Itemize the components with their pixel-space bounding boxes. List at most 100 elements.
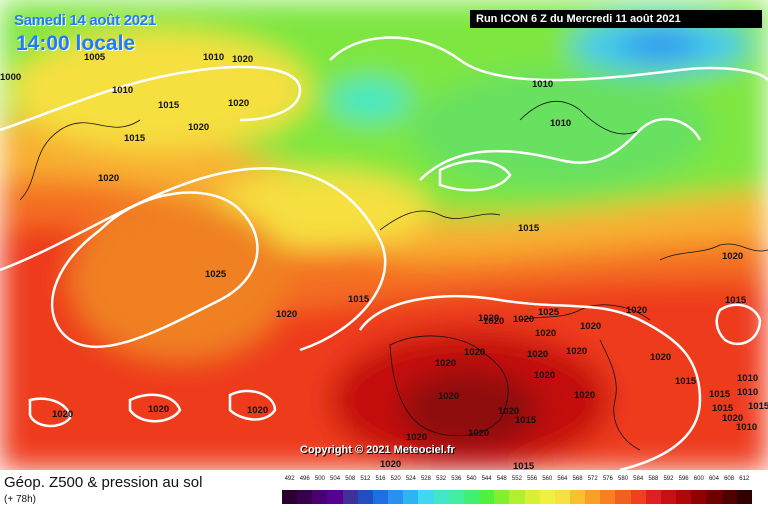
isobar-label: 1010 (112, 85, 133, 96)
isobar-label: 1020 (435, 358, 456, 369)
legend-value: 560 (542, 476, 553, 482)
legend-value: 608 (724, 476, 735, 482)
legend-value: 576 (602, 476, 613, 482)
geopotential-fill (0, 0, 768, 470)
map-caption: Géop. Z500 & pression au sol (4, 474, 203, 491)
legend-swatch (600, 490, 616, 504)
isobar-label: 1020 (722, 251, 743, 262)
isobar-label: 1015 (515, 415, 537, 426)
isobar-label: 1005 (84, 52, 106, 63)
isobar-label: 1020 (380, 459, 401, 470)
legend-swatch (615, 490, 631, 504)
color-legend: 492 496 500 504 508 512 516 520 524 528 532 536 540 5… (282, 476, 752, 504)
legend-value: 504 (330, 476, 341, 482)
forecast-local-time: 14:00 locale (16, 32, 136, 55)
isobar-label: 1020 (228, 98, 249, 109)
legend-swatch (494, 490, 510, 504)
copyright-text: Copyright © 2021 Meteociel.fr (300, 444, 455, 456)
isobar-label: 1020 (52, 409, 73, 420)
legend-value: 520 (390, 476, 401, 482)
isobar-label: 1010 (203, 52, 224, 63)
isobar-label: 1020 (464, 347, 485, 358)
forecast-date: Samedi 14 août 2021 (14, 12, 156, 29)
legend-value: 612 (739, 476, 750, 482)
run-info-banner: Run ICON 6 Z du Mercredi 11 août 2021 (470, 10, 762, 28)
legend-value: 572 (587, 476, 598, 482)
geopotential-map: 1000 1005 1010 1020 1010 1015 1020 1020 … (0, 0, 768, 470)
legend-value: 536 (451, 476, 462, 482)
isobar-label: 1020 (650, 352, 671, 363)
legend-swatch (342, 490, 358, 504)
legend-value: 548 (496, 476, 507, 482)
legend-swatch (539, 490, 555, 504)
legend-swatch (312, 490, 328, 504)
isobar-label: 1015 (124, 133, 146, 144)
isobar-label: 1010 (550, 118, 571, 129)
isobar-label: 1020 (580, 321, 601, 332)
isobar-label: 1020 (478, 313, 499, 324)
isobar-label: 1015 (675, 376, 697, 387)
legend-swatch (418, 490, 434, 504)
isobar-label: 1010 (736, 422, 757, 433)
legend-value: 604 (708, 476, 719, 482)
isobar-label: 1020 (566, 346, 587, 357)
legend-value: 500 (314, 476, 325, 482)
isobar-label: 1020 (527, 349, 548, 360)
legend-swatch (645, 490, 661, 504)
isobar-label: 1020 (722, 413, 743, 424)
legend-value: 568 (572, 476, 583, 482)
isobar-label: 1020 (276, 309, 297, 320)
isobar-label: 1010 (737, 387, 758, 398)
legend-swatch (388, 490, 404, 504)
legend-value: 496 (299, 476, 310, 482)
legend-value: 540 (466, 476, 477, 482)
isobars (0, 36, 768, 470)
isobar-label: 1020 (498, 406, 519, 417)
isobar-label: 1015 (158, 100, 180, 111)
isobar-label: 1015 (348, 294, 370, 305)
legend-value: 592 (663, 476, 674, 482)
isobar-label: 1020 (626, 305, 647, 316)
legend-swatch (479, 490, 495, 504)
legend-swatch (433, 490, 449, 504)
legend-swatch (297, 490, 313, 504)
legend-labels: 492 496 500 504 508 512 516 520 524 528 532 536 540 5… (282, 476, 752, 482)
legend-value: 588 (648, 476, 659, 482)
isobar-label: 1000 (0, 72, 21, 83)
isobar-label: 1025 (205, 269, 227, 280)
legend-swatch (463, 490, 480, 504)
isobar-label: 1015 (712, 403, 734, 414)
legend-swatch (282, 490, 298, 504)
legend-value: 552 (511, 476, 522, 482)
legend-swatch (554, 490, 570, 504)
legend-swatch (372, 490, 389, 504)
legend-value: 556 (527, 476, 538, 482)
legend-swatch (691, 490, 707, 504)
isobar-labels: 1000 1005 1010 1020 1010 1015 1020 1020 … (0, 52, 768, 470)
legend-swatch (403, 490, 419, 504)
isobar-label: 1025 (538, 307, 560, 318)
isobar-label: 1020 (468, 428, 489, 439)
legend-value: 596 (678, 476, 689, 482)
legend-cells (282, 490, 752, 504)
forecast-step: (+ 78h) (4, 494, 36, 505)
legend-value: 516 (375, 476, 386, 482)
isobar-label: 1020 (247, 405, 268, 416)
isobar-label: 1010 (737, 373, 758, 384)
legend-value: 524 (405, 476, 416, 482)
legend-value: 564 (557, 476, 568, 482)
isobar-label: 1020 (98, 173, 119, 184)
legend-swatch (660, 490, 677, 504)
isobar-label: 1020 (406, 432, 427, 443)
legend-swatch (357, 490, 373, 504)
isobar-label: 1010 (532, 79, 553, 90)
isobar-label: 1020 (534, 370, 555, 381)
isobar-label: 1020 (535, 328, 556, 339)
legend-value: 512 (360, 476, 371, 482)
legend-swatch (448, 490, 464, 504)
legend-value: 580 (618, 476, 629, 482)
legend-swatch (509, 490, 525, 504)
isobar-label: 1015 (725, 295, 747, 306)
coastlines (19, 101, 768, 451)
